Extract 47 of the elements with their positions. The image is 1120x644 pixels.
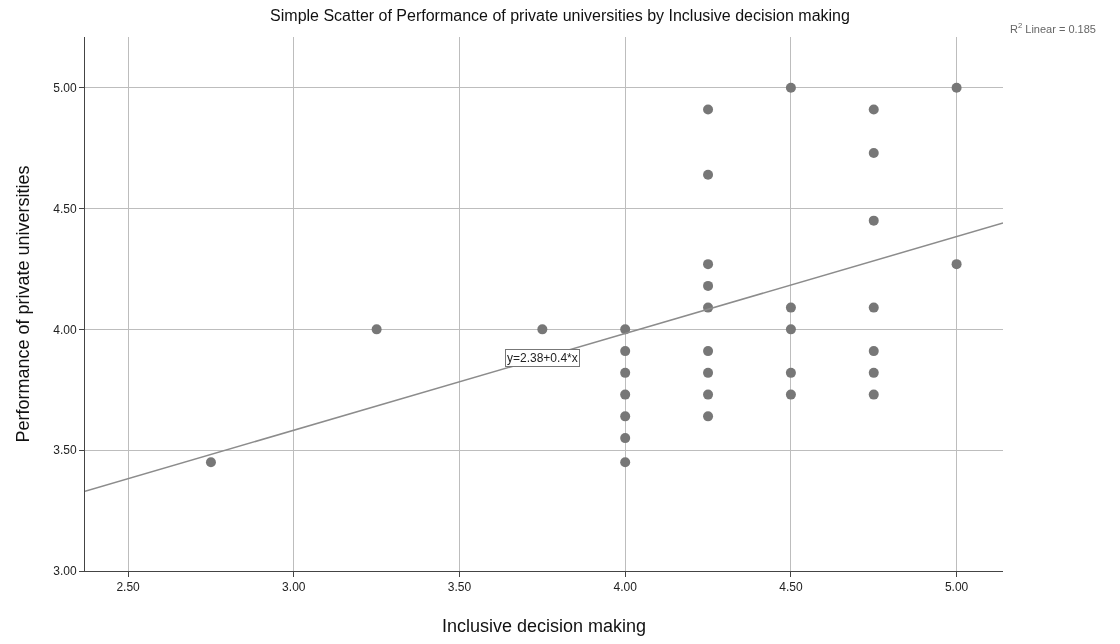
point — [537, 324, 548, 335]
point — [620, 411, 631, 422]
point — [371, 324, 382, 335]
point — [785, 367, 796, 378]
point — [620, 346, 631, 357]
x-tick-label: 2.50 — [116, 580, 141, 595]
x-tick-label: 5.00 — [944, 580, 969, 595]
x-tick-label: 4.00 — [613, 580, 638, 595]
point — [703, 259, 714, 270]
x-tick-label: 3.00 — [282, 580, 306, 595]
x-axis-title: Inclusive decision making — [441, 615, 647, 636]
point — [205, 457, 216, 468]
point — [703, 389, 714, 400]
point — [703, 411, 714, 422]
point — [703, 367, 714, 378]
x-tick-label: 4.50 — [779, 580, 803, 595]
y-tick-label: 4.00 — [53, 322, 77, 337]
text: R$^{2}$ Linear = 0.185 — [1010, 21, 1096, 35]
point — [868, 367, 879, 378]
y-tick-label: 4.50 — [53, 201, 77, 216]
point — [785, 324, 796, 335]
point — [868, 346, 879, 357]
point — [868, 147, 879, 158]
point — [703, 104, 714, 115]
point — [785, 82, 796, 93]
annotation: y=2.38+0.4*x — [507, 351, 578, 365]
point — [785, 302, 796, 313]
chart-title: Simple Scatter of Performance of private universities by Inclusive decision making — [270, 6, 850, 24]
x-tick-label: 3.50 — [447, 580, 472, 595]
point — [703, 169, 714, 180]
point — [951, 259, 962, 270]
point — [703, 280, 714, 291]
y-tick-label: 5.00 — [53, 80, 77, 95]
point — [620, 367, 631, 378]
point — [868, 389, 879, 400]
point — [868, 302, 879, 313]
point — [620, 457, 631, 468]
y-axis-title: Performance of private universities — [13, 165, 34, 443]
point — [785, 389, 796, 400]
y-tick-label: 3.50 — [53, 443, 77, 458]
point — [620, 433, 631, 444]
point — [620, 389, 631, 400]
y-tick-label: 3.00 — [53, 564, 77, 579]
point — [951, 82, 962, 93]
point — [703, 346, 714, 357]
point — [868, 104, 879, 115]
point — [868, 215, 879, 226]
